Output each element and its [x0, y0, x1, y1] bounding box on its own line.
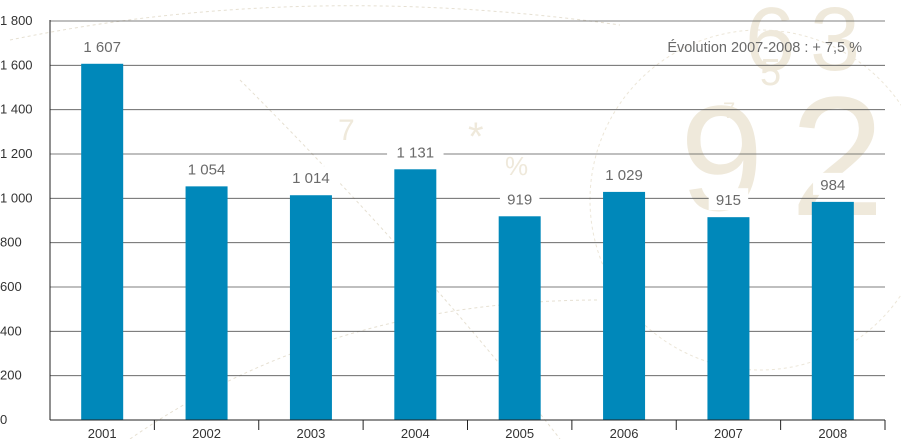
data-label-2006: 1 029 — [605, 167, 643, 184]
bar-2008 — [811, 201, 854, 420]
data-label-background — [282, 166, 340, 189]
y-tick-label: 1 800 — [0, 13, 33, 28]
data-label-background — [813, 172, 853, 195]
y-tick-label: 1 000 — [0, 190, 33, 205]
y-tick-label: 1 600 — [0, 57, 33, 72]
x-tick-label: 2001 — [88, 426, 117, 439]
svg-text:%: % — [505, 151, 528, 181]
y-tick-label: 600 — [0, 279, 22, 294]
bar-2006 — [603, 191, 646, 420]
bar-2007 — [707, 217, 750, 420]
bar-2005 — [498, 216, 541, 420]
data-label-background — [499, 187, 540, 210]
x-tick-label: 2004 — [401, 426, 430, 439]
x-tick-label: 2008 — [818, 426, 847, 439]
bar-2002 — [185, 186, 228, 420]
svg-text:9: 9 — [680, 74, 763, 242]
evolution-annotation: Évolution 2007-2008 : + 7,5 % — [667, 39, 862, 56]
data-label-2007: 915 — [716, 192, 741, 209]
data-label-background — [178, 157, 235, 180]
bar-2004 — [394, 169, 437, 420]
data-label-2001: 1 607 — [83, 39, 121, 56]
x-tick-label: 2007 — [714, 426, 743, 439]
svg-text:*: * — [468, 115, 484, 159]
x-tick-label: 2002 — [192, 426, 221, 439]
svg-text:5: 5 — [760, 52, 781, 94]
bar-2003 — [289, 195, 332, 420]
svg-text:7: 7 — [338, 114, 355, 147]
x-tick-label: 2003 — [296, 426, 325, 439]
y-tick-label: 200 — [0, 368, 22, 383]
data-label-background — [595, 162, 653, 185]
data-label-background — [387, 140, 444, 163]
y-tick-label: 400 — [0, 323, 22, 338]
data-label-background — [73, 34, 131, 57]
data-label-2002: 1 054 — [188, 161, 226, 178]
data-label-2005: 919 — [507, 191, 532, 208]
data-label-2003: 1 014 — [292, 170, 330, 187]
y-tick-label: 0 — [0, 412, 7, 427]
svg-text:7: 7 — [723, 98, 735, 123]
bar-2001 — [81, 63, 124, 420]
y-tick-label: 1 200 — [0, 146, 33, 161]
svg-text:3: 3 — [810, 0, 860, 90]
data-label-2004: 1 131 — [397, 144, 435, 161]
x-tick-label: 2005 — [505, 426, 534, 439]
svg-text:6: 6 — [745, 0, 795, 90]
background-decoration: 6 3 9 2 5 7 7 * % * — [9, 0, 901, 439]
y-tick-label: 1 400 — [0, 102, 33, 117]
y-tick-label: 800 — [0, 235, 22, 250]
data-label-background — [708, 188, 749, 211]
x-tick-label: 2006 — [610, 426, 639, 439]
data-label-2008: 984 — [820, 177, 845, 194]
